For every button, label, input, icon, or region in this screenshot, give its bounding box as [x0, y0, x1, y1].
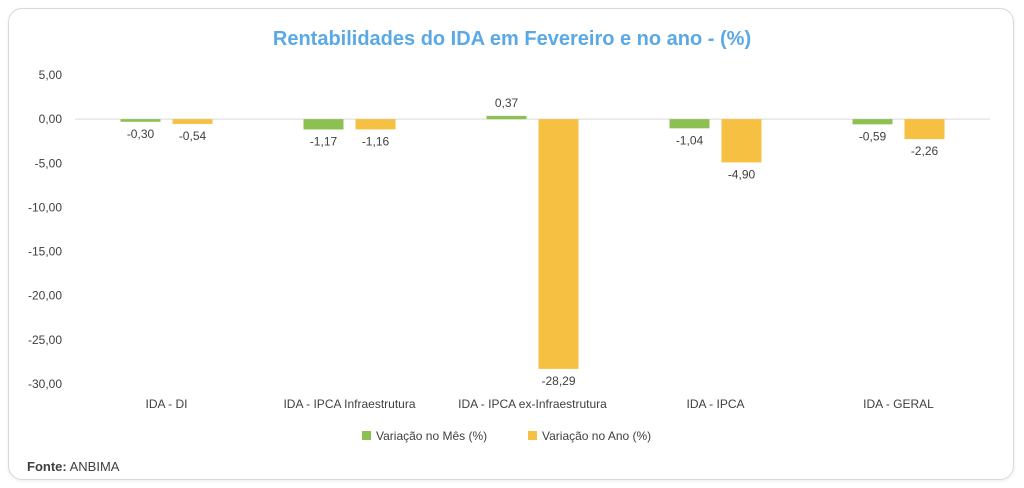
bar — [355, 119, 396, 130]
legend-swatch — [362, 431, 371, 440]
data-label: -0,54 — [179, 129, 207, 143]
bar — [172, 119, 213, 124]
legend-swatch — [528, 431, 537, 440]
bar — [721, 119, 762, 163]
bar — [904, 119, 945, 140]
data-label: -0,59 — [859, 129, 887, 143]
y-tick-label: 0,00 — [39, 112, 63, 126]
data-label: -1,17 — [310, 134, 338, 148]
x-tick-label: IDA - GERAL — [863, 397, 934, 411]
x-tick-label: IDA - DI — [145, 397, 187, 411]
legend-label: Variação no Mês (%) — [376, 429, 487, 443]
legend-label: Variação no Ano (%) — [542, 429, 651, 443]
y-tick-label: -30,00 — [28, 377, 62, 391]
data-label: -2,26 — [911, 144, 939, 158]
data-label: -0,30 — [127, 127, 155, 141]
bar — [852, 119, 893, 125]
y-tick-label: -5,00 — [35, 156, 63, 170]
bar — [669, 119, 710, 129]
bar — [486, 115, 527, 120]
bar — [120, 119, 161, 122]
source-label: Fonte: — [27, 459, 67, 474]
bar — [538, 119, 579, 369]
source-note: Fonte: ANBIMA — [27, 459, 119, 474]
data-label: 0,37 — [495, 96, 519, 110]
y-tick-label: -25,00 — [28, 333, 62, 347]
source-value: ANBIMA — [66, 459, 120, 474]
data-label: -1,16 — [362, 134, 390, 148]
y-tick-label: -15,00 — [28, 245, 62, 259]
chart-title: Rentabilidades do IDA em Fevereiro e no … — [272, 28, 752, 50]
data-label: -28,29 — [541, 374, 575, 388]
chart-frame — [8, 8, 1014, 480]
data-label: -4,90 — [728, 167, 756, 181]
x-tick-label: IDA - IPCA ex-Infraestrutura — [458, 397, 607, 411]
y-tick-label: -20,00 — [28, 289, 62, 303]
y-tick-label: -10,00 — [28, 200, 62, 214]
bar — [303, 119, 344, 130]
y-tick-label: 5,00 — [39, 68, 63, 82]
data-label: -1,04 — [676, 133, 704, 147]
x-tick-label: IDA - IPCA — [686, 397, 744, 411]
x-tick-label: IDA - IPCA Infraestrutura — [283, 397, 415, 411]
